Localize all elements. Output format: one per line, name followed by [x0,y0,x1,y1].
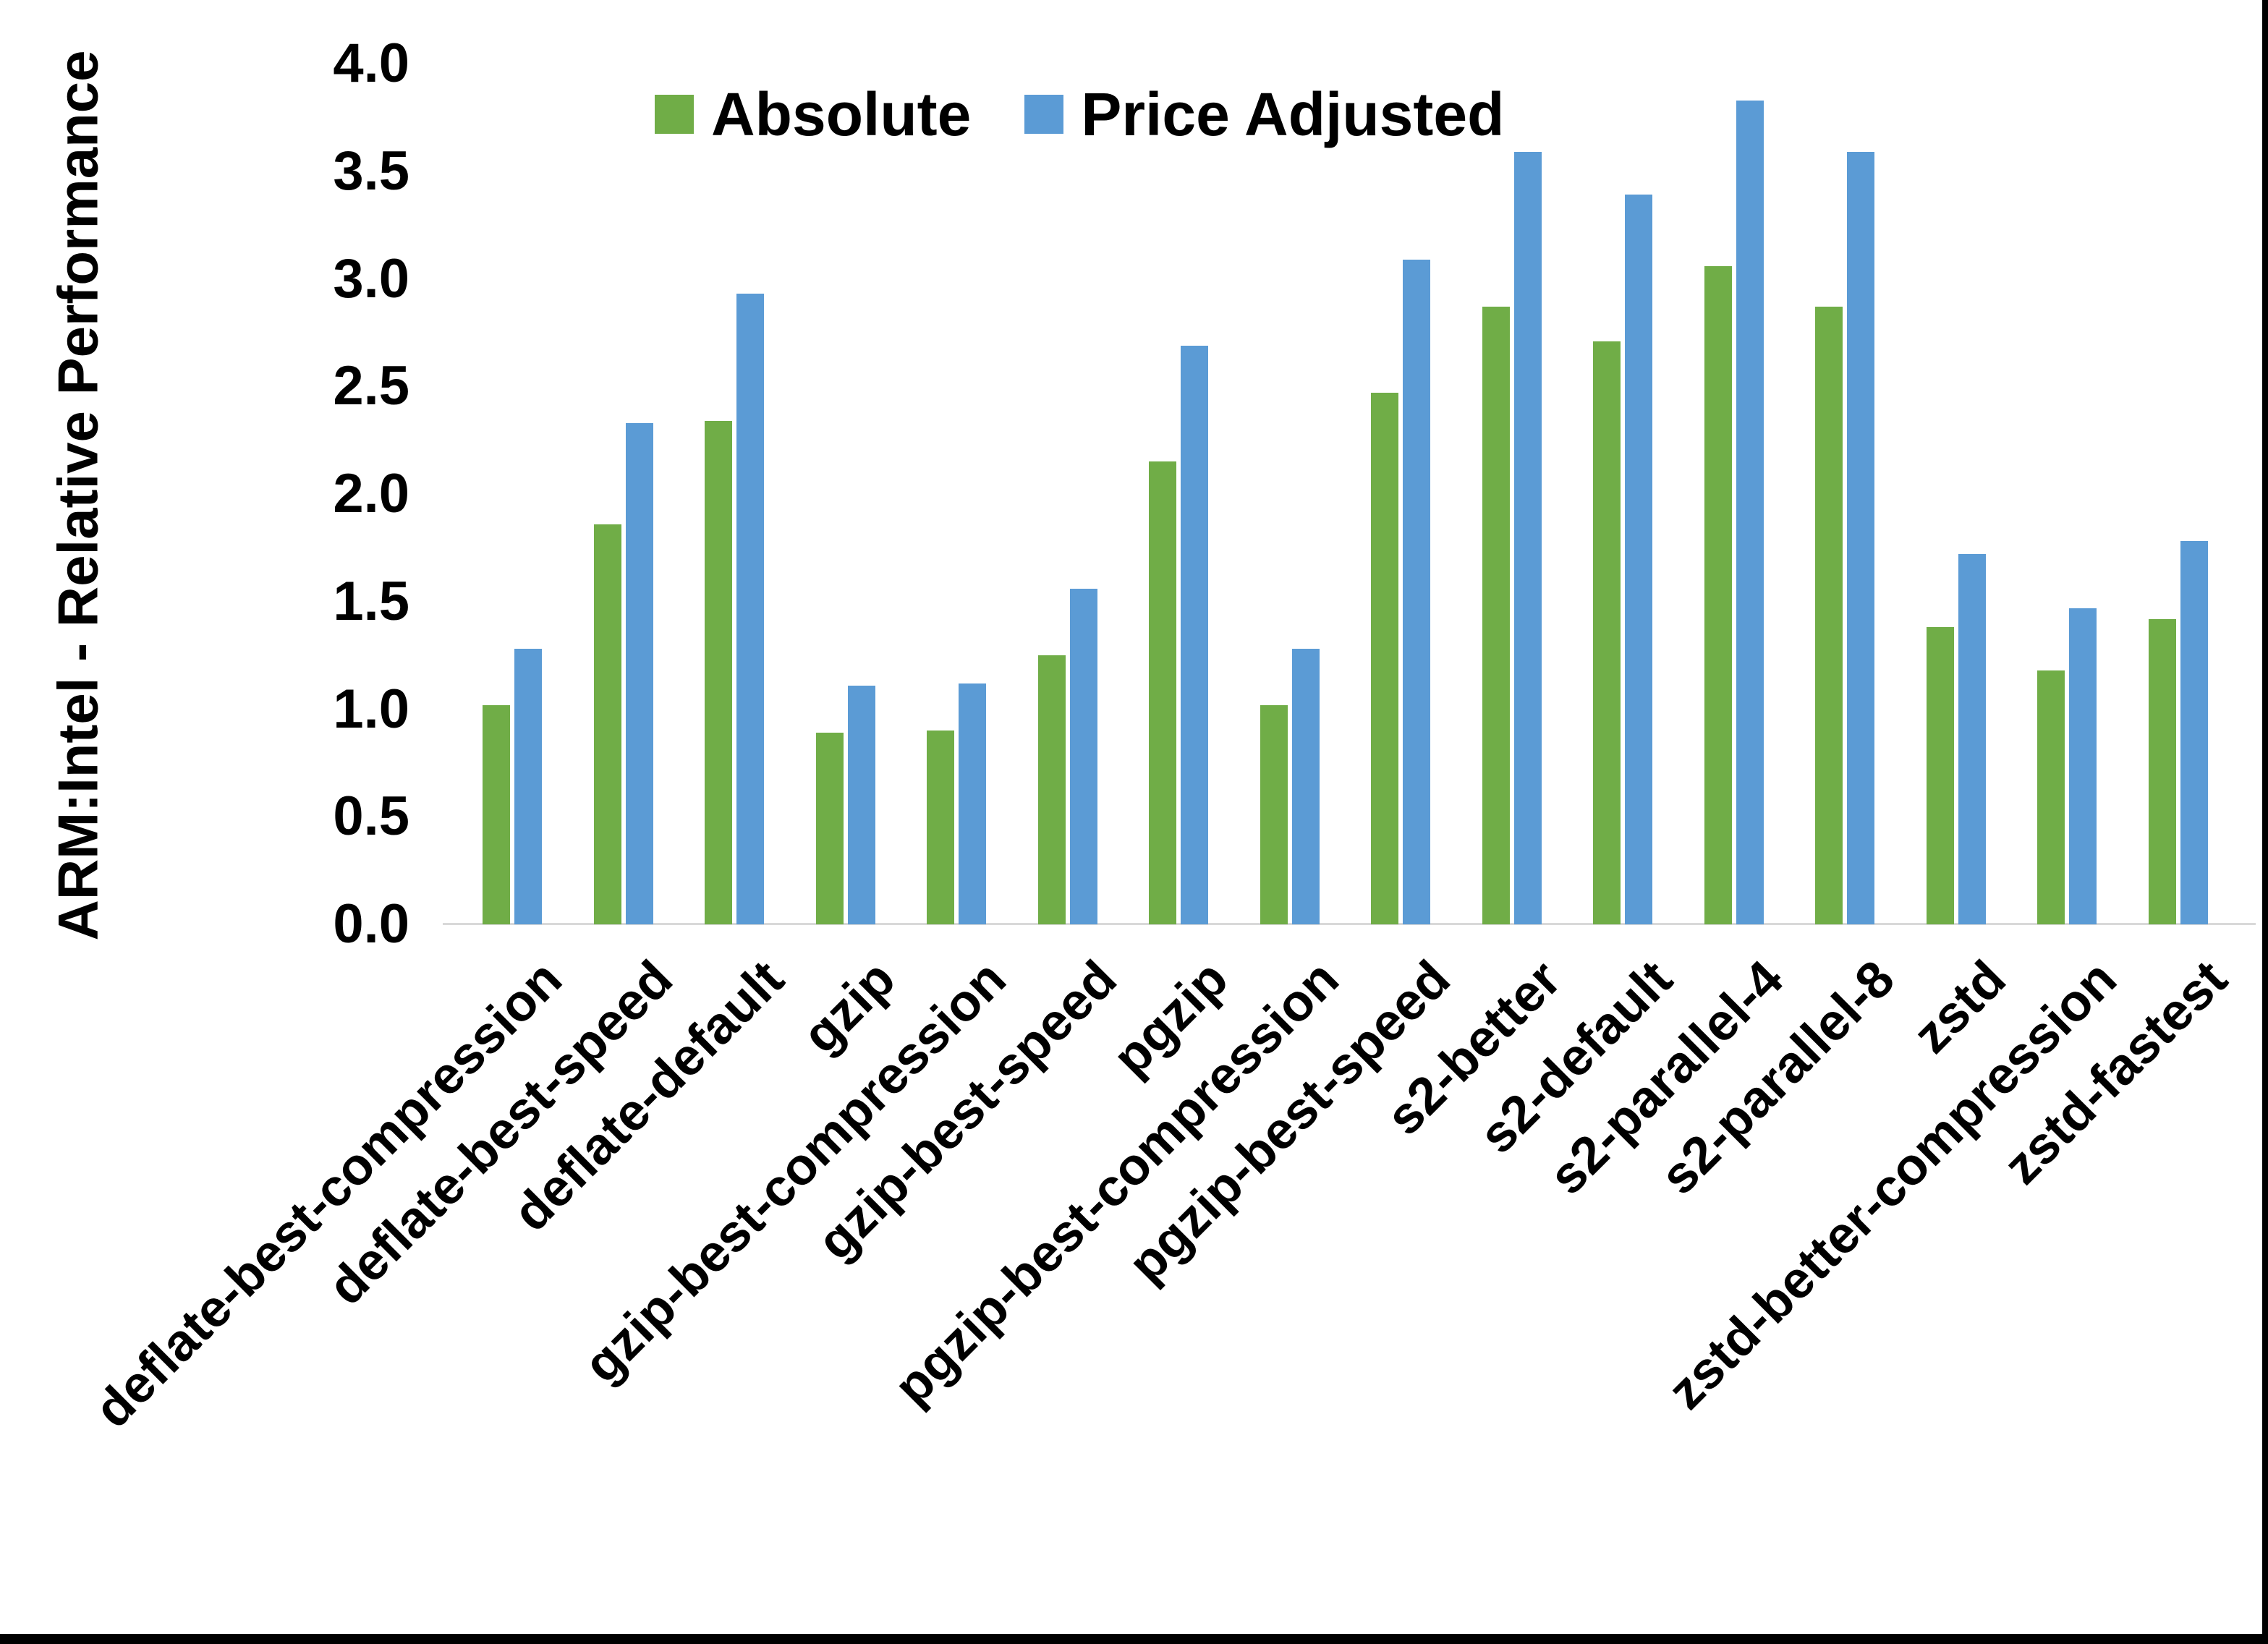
bar-absolute-s2-default [1593,341,1621,924]
bar-absolute-s2-parallel-4 [1704,266,1732,924]
y-tick-label: 2.0 [333,463,409,524]
x-axis-line [443,923,2256,925]
legend-label-price-adjusted: Price Adjusted [1081,80,1505,148]
bar-absolute-deflate-default [705,421,732,924]
legend-item-absolute: Absolute [655,84,971,145]
bar-absolute-gzip [815,733,844,924]
bar-absolute-gzip-best-speed [1037,655,1066,924]
bar-absolute-zstd-fastest [2148,619,2176,924]
bar-absolute-deflate-best-speed [593,524,621,924]
bar-price-adjusted-zstd-fastest [2180,541,2208,924]
bar-price-adjusted-s2-default [1625,195,1652,924]
y-tick-label: 1.0 [333,678,409,740]
y-tick-label: 0.0 [333,893,409,955]
y-tick-label: 1.5 [333,570,409,632]
legend-swatch-price-adjusted [1024,95,1064,134]
legend-item-price-adjusted: Price Adjusted [1024,84,1504,145]
legend-label-absolute: Absolute [711,80,972,148]
window-edge-right [2262,0,2268,1644]
bar-absolute-pgzip [1149,461,1176,924]
bar-price-adjusted-deflate-default [736,294,764,924]
bar-price-adjusted-zstd-better-compression [2069,608,2097,924]
window-edge-bottom [0,1634,2268,1644]
bar-price-adjusted-gzip-best-compression [959,683,986,924]
bar-price-adjusted-s2-better [1513,152,1542,924]
bar-absolute-zstd-better-compression [2037,670,2065,924]
y-tick-label: 3.5 [333,140,409,202]
x-axis-label: deflate-best-compression [83,950,573,1439]
y-tick-label: 0.5 [333,785,409,848]
y-axis-title: ARM:Intel - Relative Performance [46,50,110,941]
y-tick-label: 4.0 [333,33,409,94]
bar-absolute-pgzip-best-compression [1260,705,1288,924]
bar-absolute-gzip-best-compression [927,731,954,924]
legend: Absolute Price Adjusted [655,72,1504,156]
bar-price-adjusted-deflate-best-compression [514,649,542,924]
legend-swatch-absolute [655,95,694,134]
bar-price-adjusted-gzip-best-speed [1069,589,1097,924]
bar-price-adjusted-s2-parallel-8 [1847,152,1874,924]
bar-price-adjusted-gzip [847,686,875,924]
bar-absolute-deflate-best-compression [483,705,510,924]
bar-price-adjusted-pgzip [1181,346,1208,924]
bar-absolute-zstd [1926,627,1954,924]
bar-absolute-s2-better [1482,307,1510,924]
y-tick-label: 3.0 [333,247,409,310]
bar-absolute-s2-parallel-8 [1815,307,1843,924]
bar-price-adjusted-s2-parallel-4 [1736,101,1764,924]
bar-price-adjusted-deflate-best-speed [625,423,653,924]
y-tick-label: 2.5 [333,355,409,417]
bar-absolute-pgzip-best-speed [1371,393,1398,924]
bar-price-adjusted-pgzip-best-speed [1403,260,1430,924]
bar-price-adjusted-zstd [1958,554,1986,924]
bar-price-adjusted-pgzip-best-compression [1291,649,1320,924]
